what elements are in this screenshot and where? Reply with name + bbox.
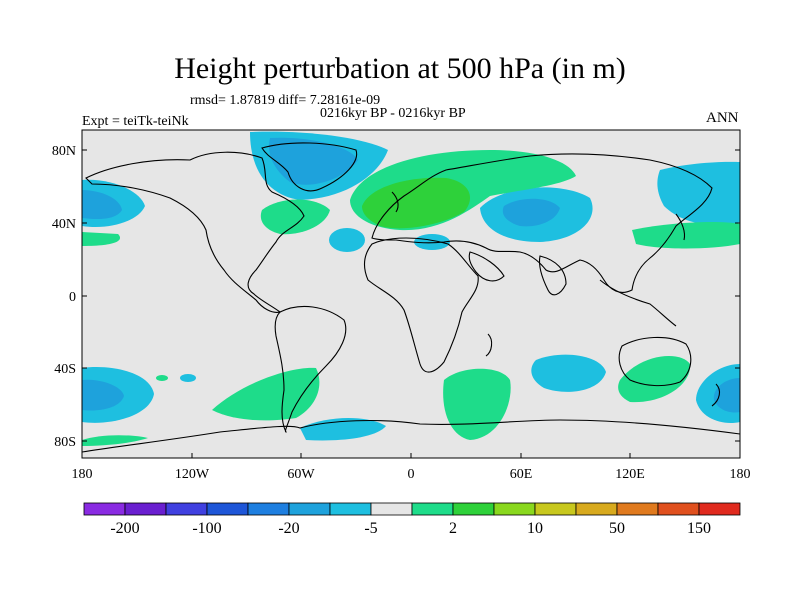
colorbar-label: -200 (110, 520, 139, 537)
coast-arabia (468, 251, 505, 282)
colorbar-swatch (698, 502, 741, 516)
y-tick-label: 80N (52, 144, 76, 159)
coast-africa (363, 237, 479, 373)
colorbar-swatch (329, 502, 372, 516)
colorbar-swatch (411, 502, 454, 516)
coast-new-zealand (711, 383, 721, 407)
colorbar-label: -20 (278, 520, 299, 537)
x-tick-label: 60E (510, 467, 533, 482)
experiment-label: Expt = teiTk-teiNk (82, 114, 189, 129)
coastlines (82, 142, 740, 453)
anomaly-australia-positive (618, 356, 691, 403)
colorbar-label: -5 (364, 520, 377, 537)
colorbar-label: 50 (609, 520, 625, 537)
anomaly-small-negative (180, 374, 196, 382)
anomaly-greenland-core (268, 137, 358, 185)
colorbar-swatch (124, 502, 167, 516)
y-tick-label: 40S (54, 362, 76, 377)
x-tick-label: 180 (72, 467, 93, 482)
x-tick-label: 60W (287, 467, 315, 482)
anomaly-south-indian-negative (531, 354, 606, 392)
colorbar-swatch (206, 502, 249, 516)
coast-australia (618, 336, 692, 387)
anomaly-south-pacific-west-core (82, 379, 124, 411)
colorbar-swatch (370, 502, 413, 516)
coast-north-america (85, 151, 305, 313)
coast-india (538, 255, 567, 296)
x-tick-label: 120E (615, 467, 645, 482)
anomaly-atlantic-negative (329, 228, 365, 252)
anomaly-small-positive (156, 375, 168, 381)
coast-antarctica (82, 419, 740, 453)
y-axis-labels: 80N 40N 0 40S 80S (52, 144, 76, 450)
time-period: 0216kyr BP - 0216kyr BP (320, 106, 466, 121)
anomaly-south-atlantic-positive (212, 367, 320, 421)
x-axis-ticks (81, 453, 741, 458)
season-label: ANN (706, 110, 739, 126)
colorbar-swatch (247, 502, 290, 516)
coast-se-asia (599, 279, 677, 327)
anomaly-north-pacific-positive (82, 232, 121, 246)
anomaly-central-asia-core (502, 198, 560, 227)
colorbar-label: 10 (527, 520, 543, 537)
coast-eurasia (371, 153, 713, 293)
colorbar-swatch (657, 502, 700, 516)
anomaly-mideast-negative (414, 234, 450, 250)
x-axis-labels: 180 120W 60W 0 60E 120E 180 (72, 467, 751, 482)
colorbar-swatch (288, 502, 331, 516)
colorbar-swatch (452, 502, 495, 516)
anomaly-east-asia-negative (657, 161, 740, 226)
coast-greenland (261, 142, 358, 192)
coast-uk (391, 191, 399, 213)
colorbar-swatch (83, 502, 126, 516)
colorbar (83, 502, 741, 516)
x-tick-label: 180 (730, 467, 751, 482)
colorbar-label: 2 (449, 520, 457, 537)
coast-japan (675, 213, 686, 241)
colorbar-swatch (534, 502, 577, 516)
anomaly-north-america-positive (260, 199, 330, 235)
anomaly-nw-pacific-core (82, 190, 122, 220)
colorbar-swatch (616, 502, 659, 516)
rmsd-stats: rmsd= 1.87819 diff= 7.28161e-09 (190, 93, 381, 108)
chart-title: Height perturbation at 500 hPa (in m) (174, 52, 626, 85)
y-tick-label: 0 (69, 290, 76, 305)
anomaly-south-pacific-east-core (713, 378, 740, 413)
y-tick-label: 80S (54, 435, 76, 450)
coast-madagascar (485, 333, 493, 357)
anomaly-europe-core (362, 177, 470, 229)
coast-south-america (274, 305, 347, 433)
colorbar-labels: -200 -100 -20 -5 2 10 50 150 (110, 520, 711, 537)
colorbar-swatch (165, 502, 208, 516)
colorbar-swatch (493, 502, 536, 516)
colorbar-swatch (575, 502, 618, 516)
colorbar-label: -100 (192, 520, 221, 537)
y-axis-ticks (82, 149, 740, 442)
y-tick-label: 40N (52, 217, 76, 232)
anomaly-east-asia-positive (632, 222, 740, 249)
colorbar-label: 150 (687, 520, 711, 537)
x-tick-label: 120W (175, 467, 210, 482)
x-tick-label: 0 (408, 467, 415, 482)
anomaly-antarctic-positive (82, 435, 148, 446)
